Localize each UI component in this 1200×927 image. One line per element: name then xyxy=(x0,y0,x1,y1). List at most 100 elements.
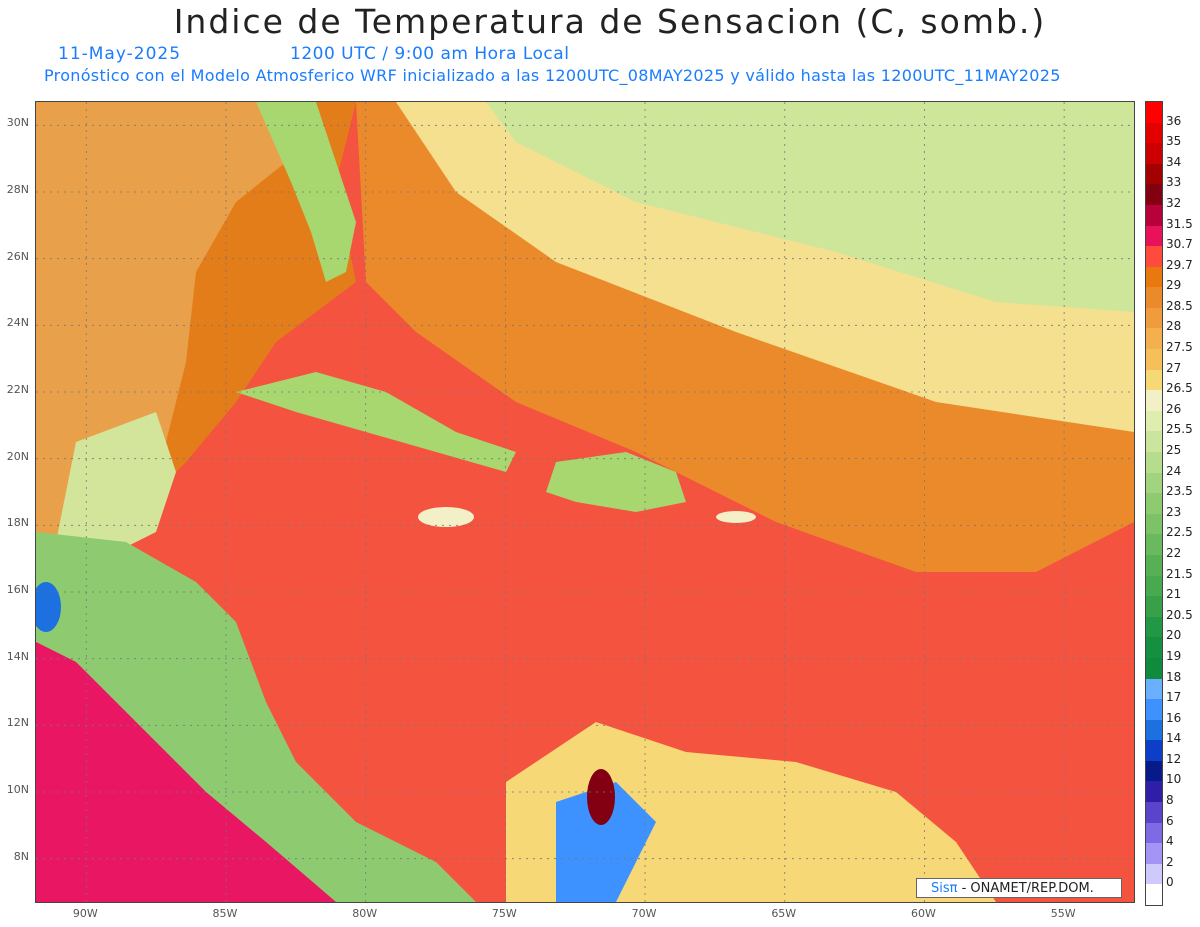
colorbar-label: 0 xyxy=(1166,875,1174,890)
colorbar-cell xyxy=(1146,369,1162,391)
honduras-highland-spot xyxy=(36,582,61,632)
colorbar-label: 25.5 xyxy=(1166,422,1193,437)
colorbar-cell xyxy=(1146,102,1162,124)
colorbar-cell xyxy=(1146,184,1162,206)
heat-index-map xyxy=(36,102,1134,902)
lat-tick-label: 12N xyxy=(6,716,29,730)
colorbar-cell xyxy=(1146,143,1162,165)
colorbar-cell xyxy=(1146,699,1162,721)
lon-tick-label: 75W xyxy=(491,907,517,920)
graticule xyxy=(36,102,1134,902)
colorbar-cell xyxy=(1146,287,1162,309)
lon-tick-label: 80W xyxy=(352,907,378,920)
colorbar-cell xyxy=(1146,390,1162,412)
lat-tick-label: 24N xyxy=(6,316,29,330)
colorbar-cell xyxy=(1146,452,1162,474)
lat-tick-label: 14N xyxy=(6,649,29,663)
colorbar-cell xyxy=(1146,513,1162,535)
colorbar-label: 33 xyxy=(1166,175,1182,190)
colorbar-cell xyxy=(1146,843,1162,865)
colorbar-label: 14 xyxy=(1166,731,1182,746)
colombia-highlands xyxy=(556,782,656,902)
colorbar-cell xyxy=(1146,637,1162,659)
lon-tick-label: 70W xyxy=(631,907,657,920)
colorbar-cell xyxy=(1146,884,1162,906)
lat-tick-label: 10N xyxy=(6,783,29,796)
colorbar-label: 18 xyxy=(1166,669,1182,684)
lat-tick-label: 20N xyxy=(6,449,29,463)
colorbar-cell xyxy=(1146,781,1162,803)
map-panel xyxy=(35,101,1135,903)
colorbar-label: 26.5 xyxy=(1166,381,1193,396)
colorbar-label: 25 xyxy=(1166,443,1182,458)
colorbar-cell xyxy=(1146,493,1162,515)
colorbar-label: 26 xyxy=(1166,401,1182,416)
forecast-description: Pronóstico con el Modelo Atmosferico WRF… xyxy=(44,66,1061,85)
colorbar-cell xyxy=(1146,554,1162,577)
colorbar-label: 20.5 xyxy=(1166,607,1193,622)
lon-tick-label: 85W xyxy=(212,907,238,920)
colorbar-label: 6 xyxy=(1166,813,1174,828)
lat-tick-label: 30N xyxy=(6,116,29,130)
colorbar-cell xyxy=(1146,678,1162,700)
colorbar-label: 21 xyxy=(1166,587,1182,602)
colorbar-label: 12 xyxy=(1166,751,1182,766)
colorbar-cell xyxy=(1146,740,1162,762)
yucatan-land xyxy=(56,412,176,562)
colorbar-label: 2 xyxy=(1166,854,1174,869)
colorbar-cell xyxy=(1146,472,1162,494)
pacific-hot-zone xyxy=(36,642,336,902)
hispaniola-land xyxy=(546,452,686,512)
colorbar-label: 23.5 xyxy=(1166,484,1193,499)
colorbar-label: 21.5 xyxy=(1166,566,1193,581)
colorbar-label: 28 xyxy=(1166,319,1182,334)
colorbar-label: 29.7 xyxy=(1166,257,1193,272)
central-america-land xyxy=(36,532,476,902)
colorbar-label: 19 xyxy=(1166,648,1182,663)
colorbar xyxy=(1145,101,1163,906)
lat-tick-label: 16N xyxy=(6,583,29,596)
puerto-rico-land xyxy=(716,511,756,523)
colorbar-label: 27 xyxy=(1166,360,1182,375)
florida-land xyxy=(256,102,356,282)
colorbar-cell xyxy=(1146,534,1162,556)
colorbar-cell xyxy=(1146,575,1162,597)
colorbar-cell xyxy=(1146,122,1162,144)
colorbar-cell xyxy=(1146,163,1162,185)
colorbar-label: 22.5 xyxy=(1166,525,1193,540)
colorbar-cell xyxy=(1146,719,1162,741)
colorbar-cell xyxy=(1146,802,1162,824)
colorbar-cell xyxy=(1146,822,1162,844)
lon-tick-label: 60W xyxy=(911,907,936,920)
credit-box: Sisπ - ONAMET/REP.DOM. xyxy=(916,878,1122,898)
mexico-land xyxy=(36,102,286,542)
colorbar-label: 28.5 xyxy=(1166,298,1193,313)
colorbar-cell xyxy=(1146,760,1162,782)
colorbar-label: 27.5 xyxy=(1166,340,1193,355)
lat-tick-label: 22N xyxy=(6,383,29,396)
lat-tick-label: 18N xyxy=(6,516,29,530)
colorbar-label: 16 xyxy=(1166,710,1182,725)
colorbar-cell xyxy=(1146,328,1162,350)
colorbar-cell xyxy=(1146,596,1162,618)
jamaica-land xyxy=(418,507,474,527)
colorbar-label: 32 xyxy=(1166,195,1182,210)
colorbar-cell xyxy=(1146,657,1162,679)
colorbar-label: 8 xyxy=(1166,793,1174,808)
map-title: Indice de Temperatura de Sensacion (C, s… xyxy=(173,2,1047,41)
colorbar-label: 17 xyxy=(1166,690,1182,705)
colorbar-label: 35 xyxy=(1166,134,1182,149)
maracaibo-hotspot xyxy=(587,769,615,825)
colorbar-cell xyxy=(1146,266,1162,288)
colorbar-cell xyxy=(1146,616,1162,638)
colorbar-label: 10 xyxy=(1166,772,1182,787)
lon-tick-label: 55W xyxy=(1050,907,1076,920)
lon-tick-label: 65W xyxy=(771,907,797,920)
colorbar-cell xyxy=(1146,863,1162,885)
atlantic-north-zone xyxy=(486,102,1134,312)
colorbar-label: 4 xyxy=(1166,834,1174,849)
colorbar-cell xyxy=(1146,246,1162,268)
lon-tick-label: 90W xyxy=(72,907,98,920)
colorbar-label: 31.5 xyxy=(1166,216,1193,231)
colorbar-cell xyxy=(1146,431,1162,453)
